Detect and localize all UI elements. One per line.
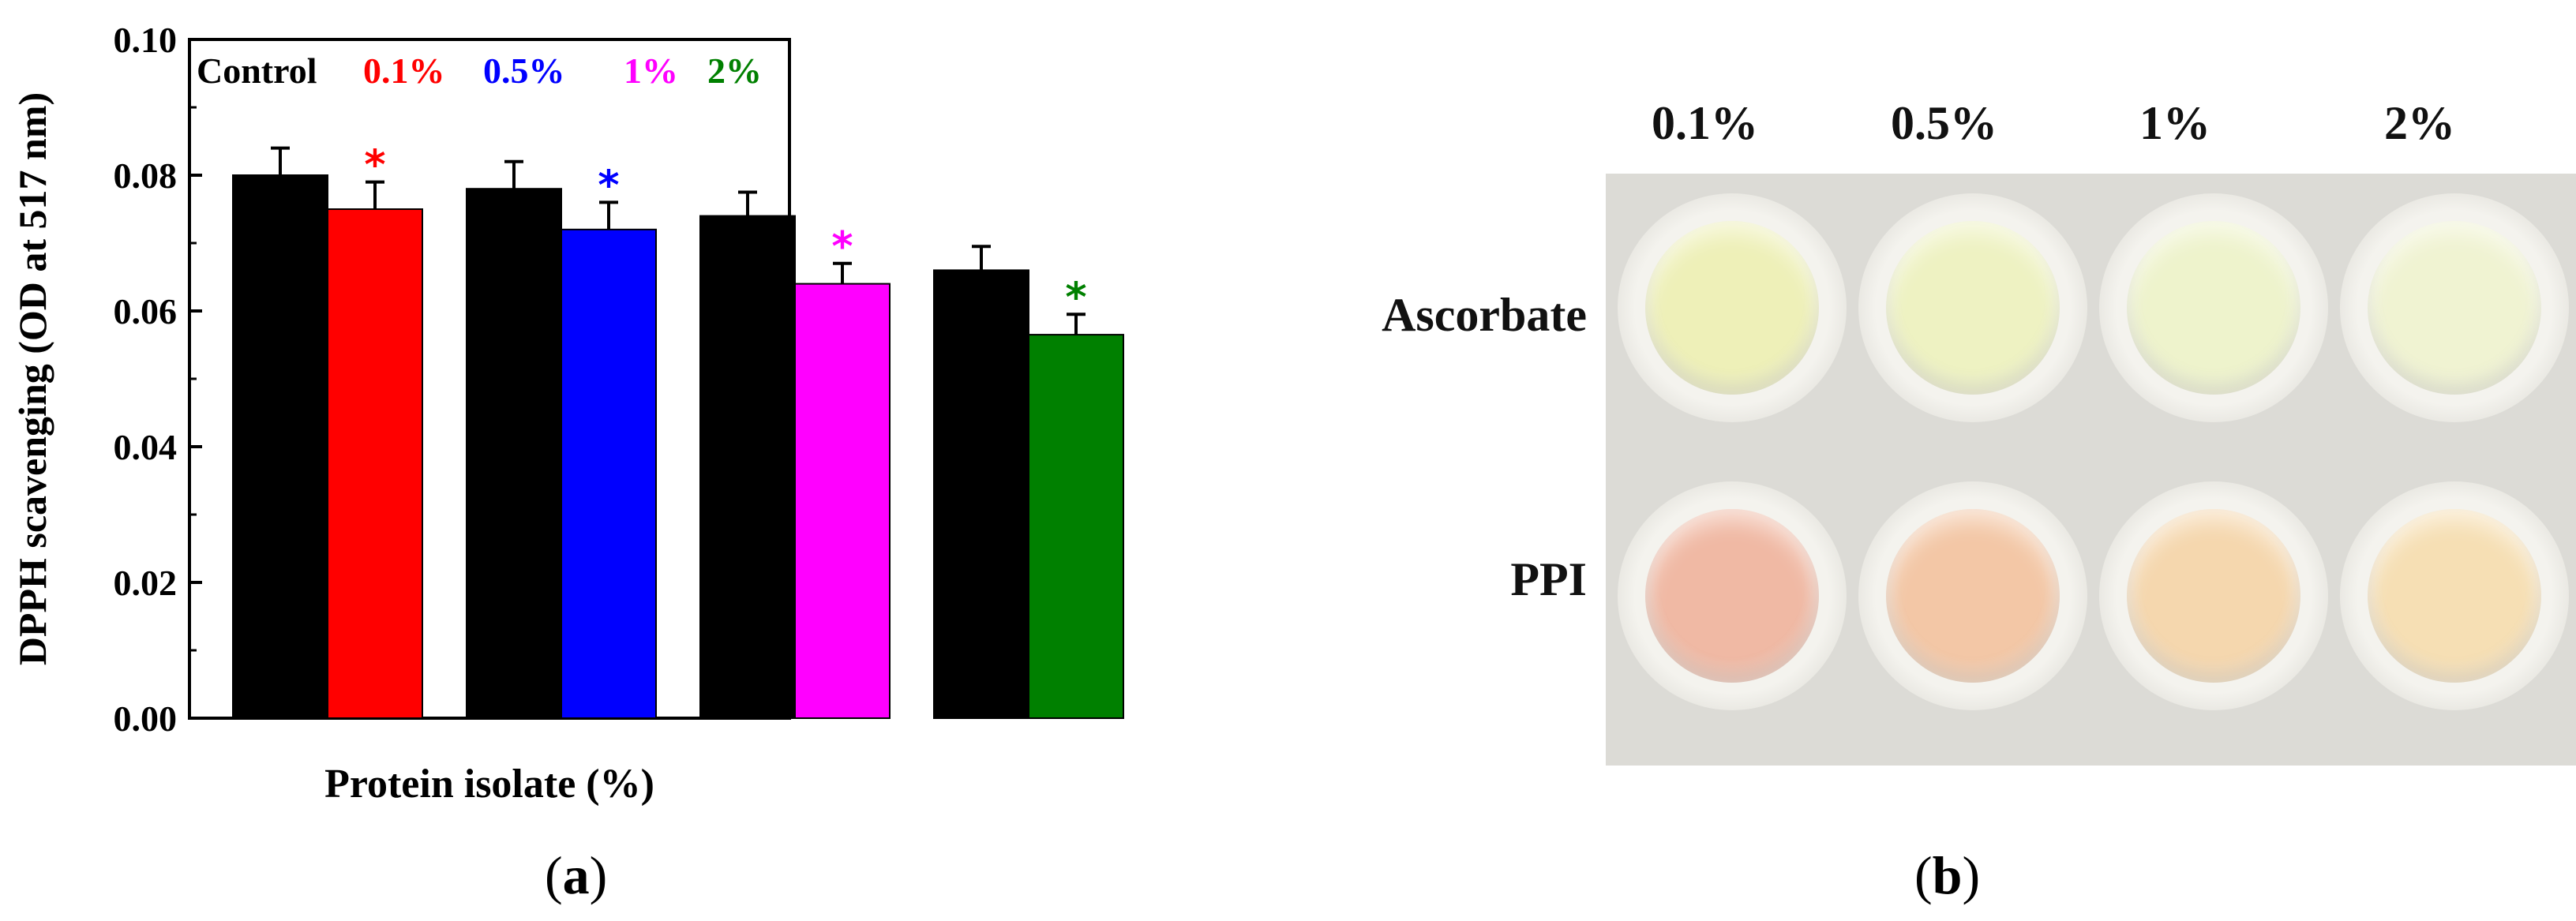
- well-solution: [1644, 220, 1820, 395]
- control-bar: [466, 188, 562, 719]
- treated-bar: [561, 228, 657, 719]
- column-label-0-5: 0.5%: [1891, 97, 1997, 149]
- y-tick-label: 0.04: [114, 427, 178, 467]
- ascorbate-well: [2099, 193, 2328, 422]
- ppi-well: [1858, 481, 2087, 710]
- well-solution: [2367, 220, 2542, 395]
- control-bar: [699, 215, 796, 720]
- treated-bar: [327, 208, 423, 719]
- legend-label: 2%: [707, 51, 762, 91]
- well-solution: [2126, 220, 2301, 395]
- column-label-2: 2%: [2384, 97, 2455, 149]
- treated-bar: [1028, 334, 1124, 719]
- significance-marker: *: [598, 162, 619, 209]
- well-solution: [2367, 508, 2542, 683]
- caption-a: (a): [545, 845, 608, 905]
- well-solution: [1885, 508, 2060, 683]
- row-label-ppi: PPI: [1510, 553, 1587, 605]
- control-bar: [933, 269, 1029, 719]
- legend-label: 1%: [624, 51, 678, 91]
- legend-label: 0.5%: [483, 51, 565, 91]
- y-tick-label: 0.02: [114, 563, 178, 603]
- ascorbate-well: [1618, 193, 1847, 422]
- column-label-0-1: 0.1%: [1652, 97, 1758, 149]
- significance-marker: *: [1065, 274, 1086, 321]
- well-solution: [1644, 508, 1820, 683]
- legend-label: 0.1%: [363, 51, 445, 91]
- control-bar: [232, 174, 328, 719]
- well-solution: [1885, 220, 2060, 395]
- significance-marker: *: [364, 142, 385, 189]
- ascorbate-well: [1858, 193, 2087, 422]
- column-label-1: 1%: [2139, 97, 2210, 149]
- well-plate-photo: [1606, 174, 2576, 766]
- y-tick-label: 0.06: [114, 291, 178, 331]
- well-plate-photo-panel: 0.1% 0.5% 1% 2% Ascorbate PPI: [1342, 71, 2576, 781]
- legend-label: Control: [197, 51, 317, 91]
- y-tick-label: 0.00: [114, 698, 178, 739]
- y-axis-label: DPPH scavenging (OD at 517 nm): [10, 92, 54, 665]
- y-tick-label: 0.08: [114, 155, 178, 196]
- significance-marker: *: [831, 223, 853, 271]
- bar-chart: 0.00 0.02 0.04 0.06 0.08 0.10 * * * * Control 0.1…: [10, 20, 1124, 807]
- ascorbate-well: [2340, 193, 2569, 422]
- x-axis-label: Protein isolate (%): [324, 762, 654, 807]
- treated-bar: [794, 283, 891, 720]
- ppi-well: [1618, 481, 1847, 710]
- caption-b: (b): [1914, 845, 1981, 905]
- row-label-ascorbate: Ascorbate: [1382, 289, 1587, 341]
- y-tick-label: 0.10: [114, 20, 178, 60]
- ppi-well: [2340, 481, 2569, 710]
- ppi-well: [2099, 481, 2328, 710]
- well-solution: [2126, 508, 2301, 683]
